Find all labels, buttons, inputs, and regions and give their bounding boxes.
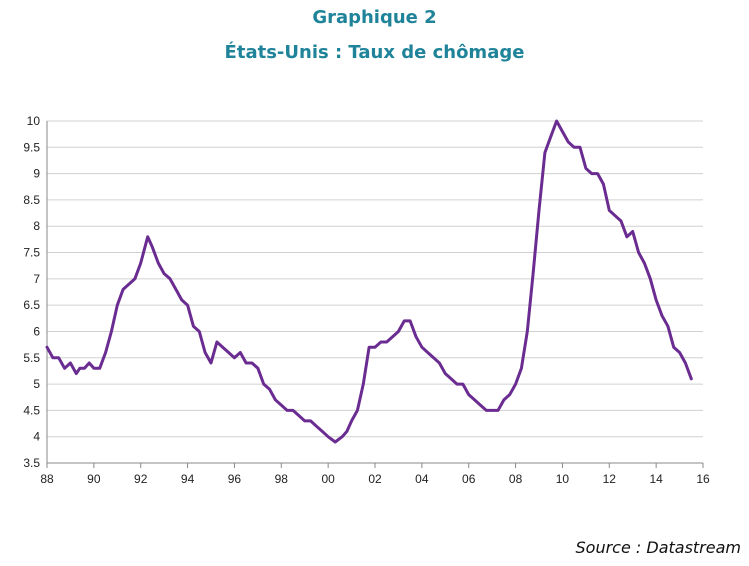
axes [46, 121, 704, 468]
y-tick-label: 6 [33, 324, 40, 338]
y-tick-label: 5 [33, 377, 40, 391]
x-tick-label: 88 [40, 472, 54, 486]
y-tick-label: 4.5 [23, 403, 40, 417]
y-tick-label: 7.5 [23, 246, 40, 260]
source-note: Source : Datastream [575, 538, 742, 557]
y-tick-label: 9 [33, 167, 40, 181]
chart-title: Graphique 2 [312, 7, 437, 28]
y-tick-label: 3.5 [23, 456, 40, 470]
x-tick-label: 04 [415, 472, 429, 486]
x-tick-label: 96 [228, 472, 242, 486]
series-group [45, 119, 693, 444]
x-axis-tick-labels: 88 90 92 94 96 98 00 02 04 06 08 10 12 14 16 [40, 472, 710, 486]
y-tick-label: 9.5 [23, 140, 40, 154]
x-tick-label: 94 [181, 472, 195, 486]
x-tick-label: 08 [509, 472, 523, 486]
y-tick-label: 8 [33, 219, 40, 233]
y-tick-label: 6.5 [23, 298, 40, 312]
x-tick-label: 92 [134, 472, 148, 486]
x-tick-label: 00 [321, 472, 335, 486]
y-tick-label: 7 [33, 272, 40, 286]
x-tick-label: 16 [696, 472, 710, 486]
x-tick-label: 98 [275, 472, 289, 486]
x-tick-label: 12 [603, 472, 617, 486]
series-line [45, 119, 693, 444]
y-tick-label: 4 [33, 430, 40, 444]
y-tick-label: 8.5 [23, 193, 40, 207]
x-tick-label: 14 [649, 472, 663, 486]
x-tick-label: 10 [556, 472, 570, 486]
x-tick-label: 90 [87, 472, 101, 486]
y-tick-label: 10 [27, 114, 41, 128]
y-axis-tick-labels: 3.5 4 4.5 5 5.5 6 6.5 7 7.5 8 8.5 9 9.5 10 [23, 114, 40, 470]
x-tick-label: 02 [368, 472, 382, 486]
grid-lines [47, 120, 703, 464]
x-tick-label: 06 [462, 472, 476, 486]
chart-subtitle: États-Unis : Taux de chômage [224, 42, 525, 63]
y-tick-label: 5.5 [23, 351, 40, 365]
